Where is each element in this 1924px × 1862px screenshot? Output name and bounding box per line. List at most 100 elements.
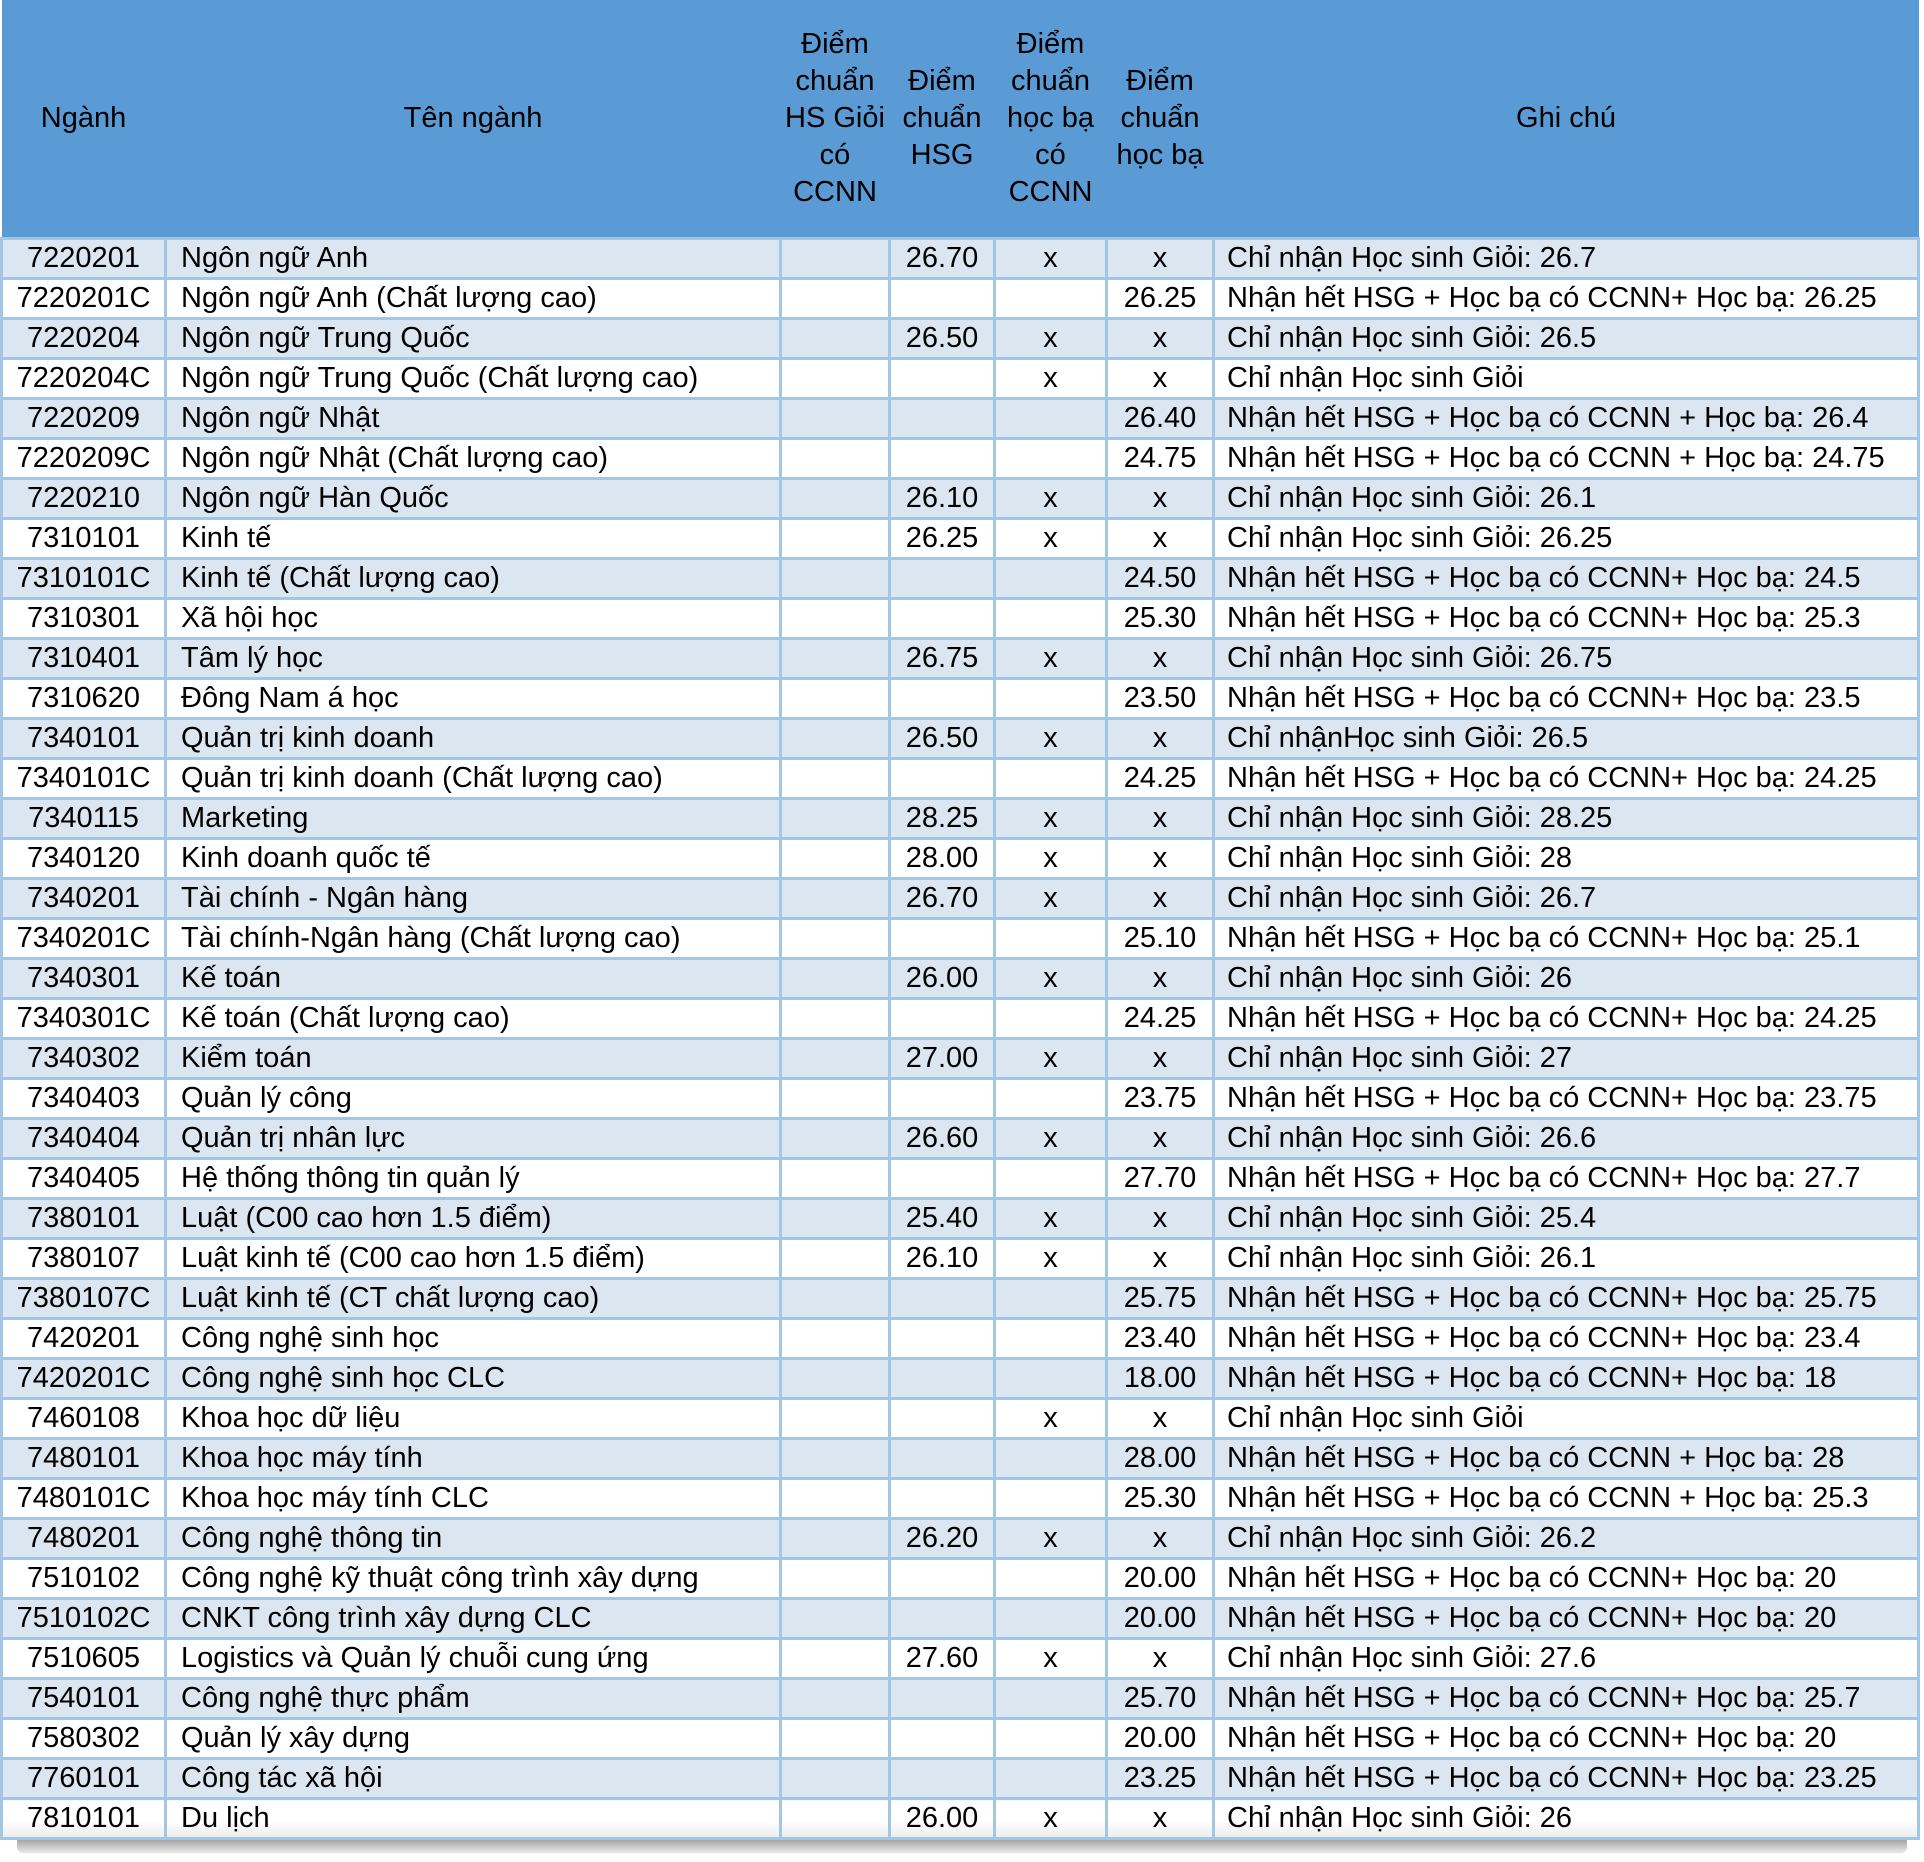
cell-hocba_ccnn xyxy=(993,1757,1108,1800)
cell-hsg: 27.00 xyxy=(888,1037,996,1080)
cell-hocba: x xyxy=(1105,837,1215,880)
cell-note: Nhận hết HSG + Học bạ có CCNN+ Học bạ: 1… xyxy=(1212,1357,1920,1400)
table-row: 7340403 Quản lý công 23.75 Nhận hết HSG + H… xyxy=(0,1077,1920,1120)
cell-code: 7220209C xyxy=(0,437,167,480)
cell-code: 7340115 xyxy=(0,797,167,840)
cell-hocba_ccnn xyxy=(993,1717,1108,1760)
cell-note: Chỉ nhận Học sinh Giỏi: 26.6 xyxy=(1212,1117,1920,1160)
cell-hsg_ccnn xyxy=(779,1717,891,1760)
cell-note: Nhận hết HSG + Học bạ có CCNN + Học bạ: … xyxy=(1212,437,1920,480)
cell-hsg: 28.00 xyxy=(888,837,996,880)
cell-note: Chỉ nhận Học sinh Giỏi: 26.25 xyxy=(1212,517,1920,560)
table-row: 7310101 Kinh tế 26.25 x x Chỉ nhận Học sinh G… xyxy=(0,517,1920,560)
cell-hocba: 20.00 xyxy=(1105,1717,1215,1760)
cell-hsg_ccnn xyxy=(779,1397,891,1440)
table-row: 7460108 Khoa học dữ liệu x x Chỉ nhận Học si… xyxy=(0,1397,1920,1440)
cell-hsg: 26.50 xyxy=(888,317,996,360)
cell-hocba_ccnn xyxy=(993,1677,1108,1720)
cell-name: Kinh doanh quốc tế xyxy=(164,837,782,880)
cell-code: 7340101 xyxy=(0,717,167,760)
cell-name: Quản lý xây dựng xyxy=(164,1717,782,1760)
cell-note: Chỉ nhận Học sinh Giỏi xyxy=(1212,1397,1920,1440)
cell-hocba: 24.50 xyxy=(1105,557,1215,600)
cell-hsg: 26.00 xyxy=(888,957,996,1000)
cell-hocba_ccnn xyxy=(993,677,1108,720)
cell-code: 7340405 xyxy=(0,1157,167,1200)
cell-note: Nhận hết HSG + Học bạ có CCNN+ Học bạ: 2… xyxy=(1212,997,1920,1040)
cell-hsg xyxy=(888,357,996,400)
cell-hsg xyxy=(888,397,996,440)
cell-hsg xyxy=(888,997,996,1040)
cell-hsg: 26.20 xyxy=(888,1517,996,1560)
table-row: 7340201 Tài chính - Ngân hàng 26.70 x x Chỉ n… xyxy=(0,877,1920,920)
cell-code: 7380107C xyxy=(0,1277,167,1320)
cell-hocba_ccnn: x xyxy=(993,1797,1108,1840)
table-row: 7480201 Công nghệ thông tin 26.20 x x Chỉ nhậ… xyxy=(0,1517,1920,1560)
cell-hocba: 20.00 xyxy=(1105,1557,1215,1600)
cell-note: Chỉ nhận Học sinh Giỏi: 27.6 xyxy=(1212,1637,1920,1680)
cell-code: 7340101C xyxy=(0,757,167,800)
cell-note: Chỉ nhận Học sinh Giỏi xyxy=(1212,357,1920,400)
cell-name: Khoa học máy tính xyxy=(164,1437,782,1480)
table-row: 7380101 Luật (C00 cao hơn 1.5 điểm) 25.40 x… xyxy=(0,1197,1920,1240)
cell-hocba_ccnn xyxy=(993,1357,1108,1400)
cell-code: 7810101 xyxy=(0,1797,167,1840)
cell-name: Ngôn ngữ Nhật xyxy=(164,397,782,440)
cell-hocba_ccnn: x xyxy=(993,317,1108,360)
cell-hocba: x xyxy=(1105,797,1215,840)
cell-note: Chỉ nhận Học sinh Giỏi: 26.7 xyxy=(1212,877,1920,920)
cell-hsg_ccnn xyxy=(779,1077,891,1120)
cell-code: 7220204C xyxy=(0,357,167,400)
cell-hsg_ccnn xyxy=(779,757,891,800)
cell-hsg xyxy=(888,1717,996,1760)
cell-note: Chỉ nhận Học sinh Giỏi: 26 xyxy=(1212,957,1920,1000)
cell-hocba_ccnn xyxy=(993,1157,1108,1200)
cell-code: 7580302 xyxy=(0,1717,167,1760)
cell-note: Nhận hết HSG + Học bạ có CCNN+ Học bạ: 2… xyxy=(1212,1717,1920,1760)
cell-hocba: 23.50 xyxy=(1105,677,1215,720)
col-header-hsg: Điểm chuẩn HSG xyxy=(889,0,995,239)
cell-code: 7480101 xyxy=(0,1437,167,1480)
cell-hsg xyxy=(888,1597,996,1640)
cell-hocba_ccnn: x xyxy=(993,717,1108,760)
cell-code: 7340302 xyxy=(0,1037,167,1080)
table-row: 7220204C Ngôn ngữ Trung Quốc (Chất lượng … xyxy=(0,357,1920,400)
cell-code: 7220210 xyxy=(0,477,167,520)
cell-hocba_ccnn xyxy=(993,917,1108,960)
cell-hsg_ccnn xyxy=(779,237,891,280)
cell-hocba: 27.70 xyxy=(1105,1157,1215,1200)
cell-code: 7340301C xyxy=(0,997,167,1040)
table-row: 7380107 Luật kinh tế (C00 cao hơn 1.5 điể… xyxy=(0,1237,1920,1280)
cell-hsg xyxy=(888,1317,996,1360)
cell-hsg_ccnn xyxy=(779,1277,891,1320)
cell-hocba: x xyxy=(1105,1237,1215,1280)
col-header-hsg-ccnn: Điểm chuẩn HS Giỏi có CCNN xyxy=(780,0,890,239)
cell-hsg_ccnn xyxy=(779,397,891,440)
cell-hsg: 26.10 xyxy=(888,1237,996,1280)
cell-note: Nhận hết HSG + Học bạ có CCNN+ Học bạ: 2… xyxy=(1212,1277,1920,1320)
table-row: 7340120 Kinh doanh quốc tế 28.00 x x Chỉ nhận… xyxy=(0,837,1920,880)
cell-hocba_ccnn: x xyxy=(993,517,1108,560)
cell-name: Quản trị nhân lực xyxy=(164,1117,782,1160)
table-row: 7340101C Quản trị kinh doanh (Chất lượng … xyxy=(0,757,1920,800)
cell-code: 7380101 xyxy=(0,1197,167,1240)
cell-hocba: 26.40 xyxy=(1105,397,1215,440)
cell-code: 7310301 xyxy=(0,597,167,640)
cell-hocba_ccnn: x xyxy=(993,797,1108,840)
cell-note: Nhận hết HSG + Học bạ có CCNN+ Học bạ: 2… xyxy=(1212,557,1920,600)
cell-hsg: 25.40 xyxy=(888,1197,996,1240)
cell-hsg xyxy=(888,1277,996,1320)
cell-note: Nhận hết HSG + Học bạ có CCNN + Học bạ: … xyxy=(1212,1477,1920,1520)
cell-code: 7340404 xyxy=(0,1117,167,1160)
cell-hsg xyxy=(888,1157,996,1200)
cell-hocba_ccnn: x xyxy=(993,1117,1108,1160)
table-row: 7510102C CNKT công trình xây dựng CLC 20.0… xyxy=(0,1597,1920,1640)
table-row: 7510605 Logistics và Quản lý chuỗi cung ứ… xyxy=(0,1637,1920,1680)
table-row: 7380107C Luật kinh tế (CT chất lượng cao)… xyxy=(0,1277,1920,1320)
cell-name: Ngôn ngữ Trung Quốc xyxy=(164,317,782,360)
cell-hsg_ccnn xyxy=(779,437,891,480)
cell-hocba_ccnn: x xyxy=(993,1517,1108,1560)
cell-hocba_ccnn: x xyxy=(993,957,1108,1000)
cell-note: Chỉ nhận Học sinh Giỏi: 26.7 xyxy=(1212,237,1920,280)
